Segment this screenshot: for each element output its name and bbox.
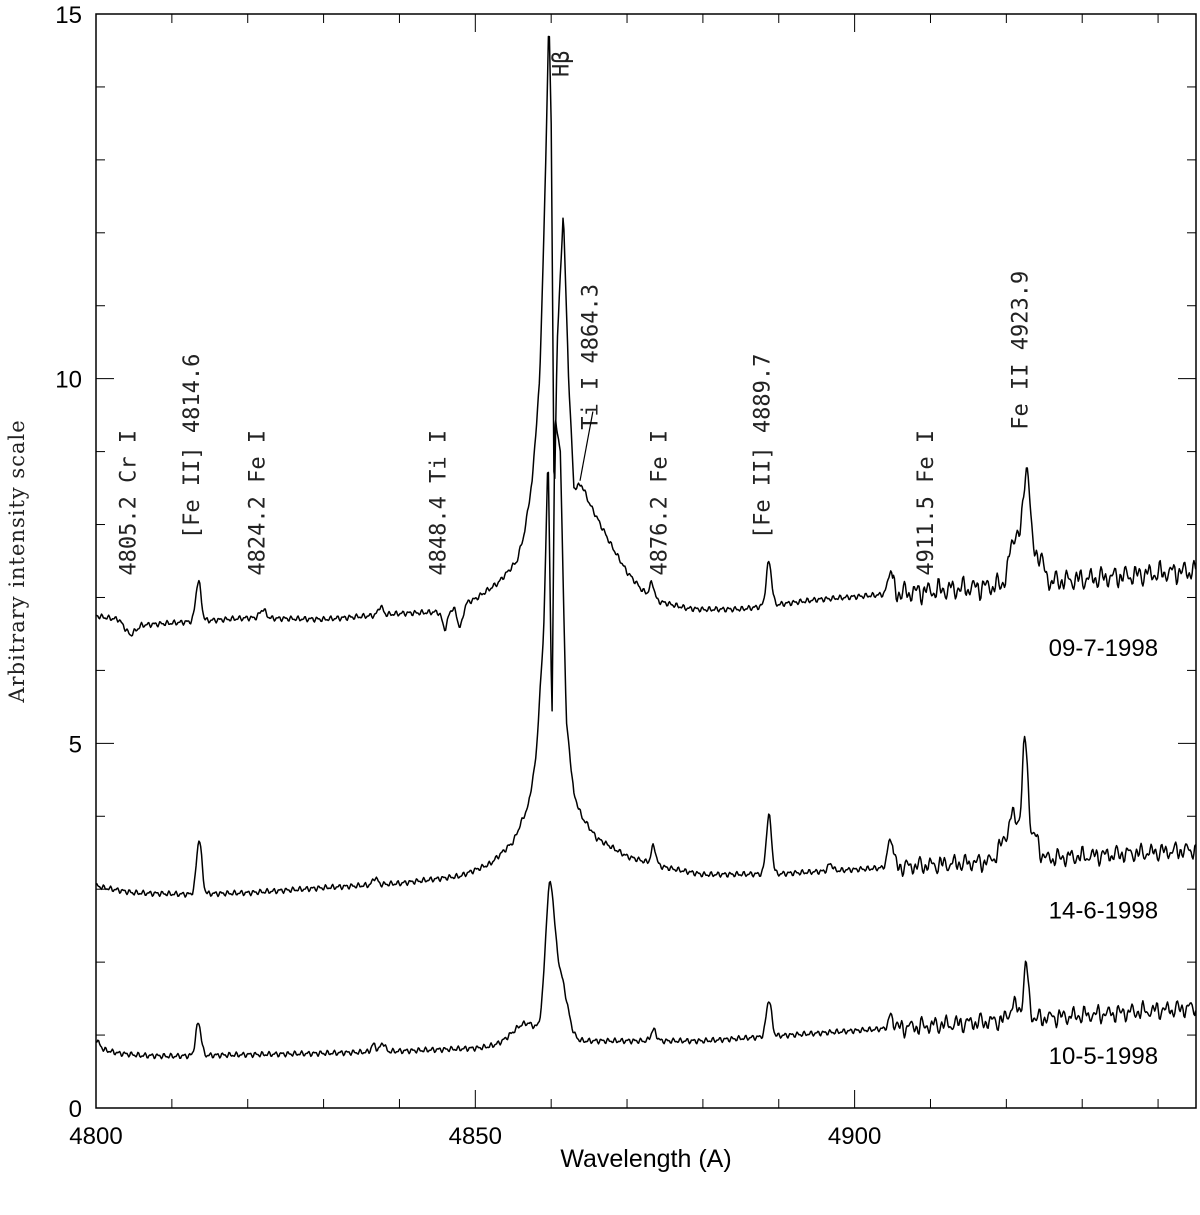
- x-tick-label: 4800: [69, 1123, 122, 1150]
- x-tick-label: 4850: [449, 1123, 502, 1150]
- spectrum-line-09-7-1998: [95, 35, 1197, 637]
- hbeta-label: Hβ: [550, 50, 575, 77]
- series-date-label: 10-5-1998: [1049, 1043, 1158, 1070]
- line-id-label: 4848.4 Ti I: [427, 430, 452, 576]
- line-id-label: Fe II 4923.9: [1009, 271, 1034, 430]
- line-id-label: 4805.2 Cr I: [116, 430, 141, 576]
- plot-frame: [95, 13, 1197, 1109]
- line-id-label: 4911.5 Fe I: [914, 430, 939, 576]
- y-tick-label: 10: [55, 367, 82, 394]
- spectra-series: 10-5-1998 14-6-1998 09-7-1998: [95, 35, 1197, 1070]
- series-date-label: 14-6-1998: [1049, 897, 1158, 924]
- x-tick-label: 4900: [828, 1123, 881, 1150]
- line-id-label: 4824.2 Fe I: [245, 430, 270, 576]
- y-tick-label: 5: [69, 731, 82, 758]
- y-tick-label: 15: [55, 2, 82, 29]
- line-annotations: 4805.2 Cr I [Fe II] 4814.6 4824.2 Fe I 4848…: [116, 50, 1033, 575]
- ti-pointer-line: [579, 411, 594, 481]
- y-tick-label: 0: [69, 1096, 82, 1123]
- line-id-label: Ti I 4864.3: [578, 284, 603, 430]
- line-id-label: [Fe II] 4814.6: [180, 354, 205, 539]
- spectrum-line-10-5-1998: [95, 880, 1197, 1060]
- y-axis-title: Arbitrary intensity scale: [5, 419, 29, 703]
- line-id-label: [Fe II] 4889.7: [751, 354, 776, 539]
- spectrum-line-14-6-1998: [96, 419, 1197, 898]
- axis-tick-labels: 4800 4850 4900 0 5 10 15: [55, 2, 881, 1150]
- x-axis-title: Wavelength (A): [560, 1145, 731, 1173]
- series-date-label: 09-7-1998: [1049, 635, 1158, 662]
- line-id-label: 4876.2 Fe I: [647, 430, 672, 576]
